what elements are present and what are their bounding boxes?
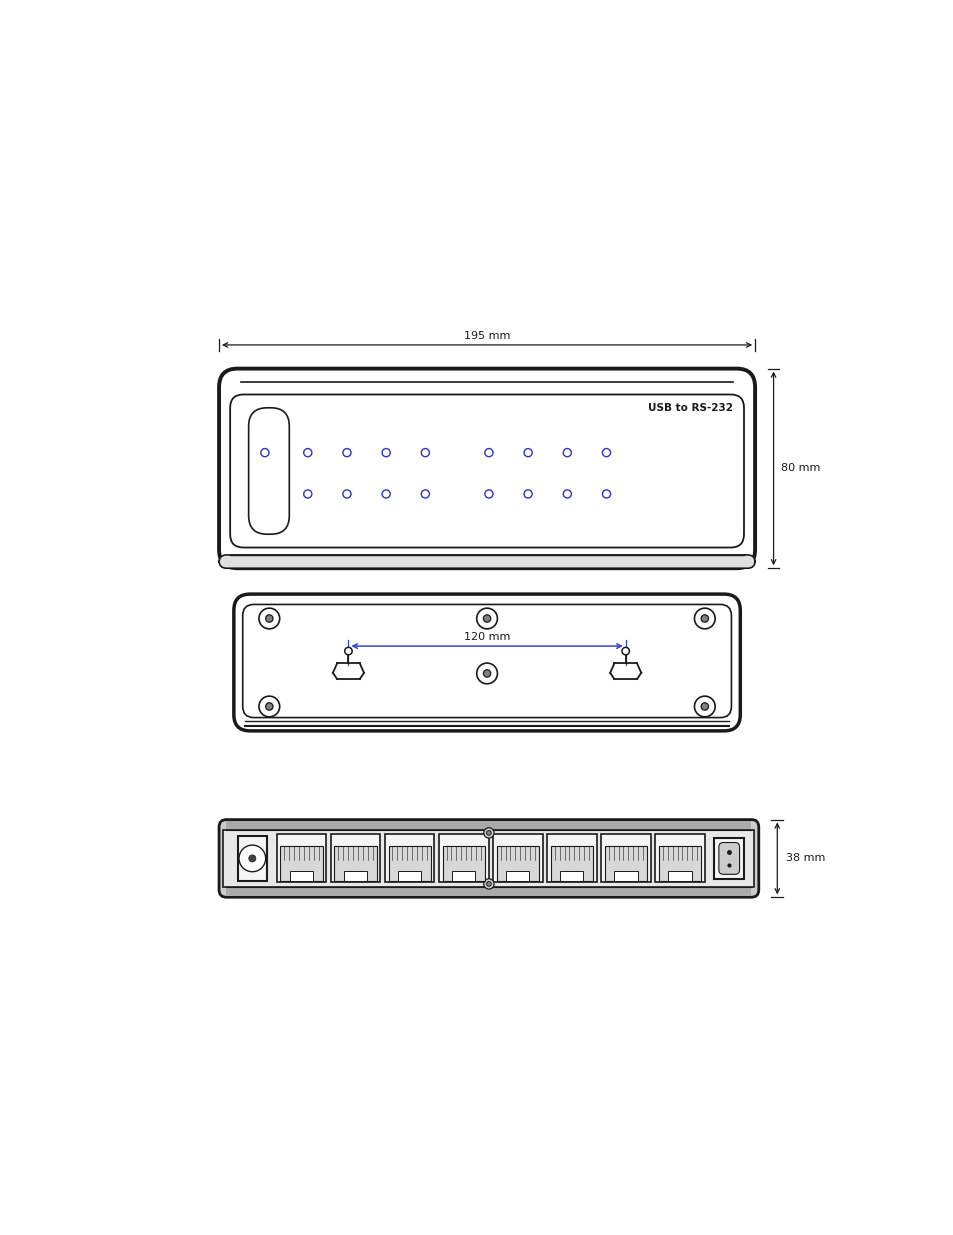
Circle shape <box>265 615 273 622</box>
Circle shape <box>562 490 571 498</box>
FancyBboxPatch shape <box>219 368 755 568</box>
Circle shape <box>486 882 491 887</box>
Circle shape <box>260 448 269 457</box>
Bar <box>442 846 484 881</box>
Circle shape <box>421 448 429 457</box>
FancyBboxPatch shape <box>219 820 758 898</box>
Circle shape <box>486 831 491 835</box>
Circle shape <box>694 608 715 629</box>
Circle shape <box>601 448 610 457</box>
Circle shape <box>621 647 629 655</box>
Circle shape <box>700 615 708 622</box>
Circle shape <box>484 448 493 457</box>
Circle shape <box>700 703 708 710</box>
Circle shape <box>694 697 715 716</box>
FancyBboxPatch shape <box>219 555 755 568</box>
Circle shape <box>483 669 490 677</box>
Text: 120 mm: 120 mm <box>463 632 510 642</box>
Circle shape <box>249 855 255 862</box>
FancyBboxPatch shape <box>233 594 740 731</box>
Bar <box>331 835 380 883</box>
Text: 80 mm: 80 mm <box>781 463 820 473</box>
Bar <box>714 839 743 879</box>
Bar <box>497 846 538 881</box>
FancyBboxPatch shape <box>230 394 743 547</box>
FancyBboxPatch shape <box>249 408 289 535</box>
Bar <box>335 846 376 881</box>
Circle shape <box>258 697 279 716</box>
Circle shape <box>476 663 497 684</box>
Bar <box>600 835 650 883</box>
Text: USB to RS-232: USB to RS-232 <box>647 404 732 414</box>
Bar <box>344 871 367 881</box>
Bar <box>438 835 488 883</box>
Text: 195 mm: 195 mm <box>463 331 510 341</box>
Bar <box>280 846 322 881</box>
Circle shape <box>483 615 490 622</box>
Circle shape <box>342 448 351 457</box>
Circle shape <box>484 490 493 498</box>
Bar <box>397 871 421 881</box>
Circle shape <box>258 608 279 629</box>
Circle shape <box>265 703 273 710</box>
Circle shape <box>483 879 494 889</box>
Circle shape <box>601 490 610 498</box>
Bar <box>559 871 583 881</box>
Bar <box>452 871 475 881</box>
Bar <box>276 835 326 883</box>
Bar <box>506 871 529 881</box>
Bar <box>388 846 431 881</box>
Circle shape <box>382 490 390 498</box>
Circle shape <box>382 448 390 457</box>
Text: 38 mm: 38 mm <box>785 853 824 863</box>
Circle shape <box>523 448 532 457</box>
Bar <box>604 846 646 881</box>
FancyBboxPatch shape <box>242 604 731 718</box>
Bar <box>550 846 593 881</box>
Circle shape <box>303 490 312 498</box>
Bar <box>659 846 700 881</box>
Circle shape <box>476 608 497 629</box>
Bar <box>226 887 751 895</box>
Circle shape <box>344 647 352 655</box>
Bar <box>226 821 751 830</box>
Bar <box>493 835 542 883</box>
Circle shape <box>523 490 532 498</box>
Bar <box>546 835 596 883</box>
Circle shape <box>421 490 429 498</box>
Circle shape <box>239 845 265 872</box>
Bar <box>384 835 434 883</box>
Circle shape <box>342 490 351 498</box>
Circle shape <box>562 448 571 457</box>
Bar <box>223 830 754 887</box>
Bar <box>290 871 313 881</box>
Bar <box>668 871 691 881</box>
Circle shape <box>483 827 494 839</box>
Bar <box>237 836 267 881</box>
Bar <box>655 835 704 883</box>
FancyBboxPatch shape <box>719 842 739 874</box>
Bar <box>614 871 637 881</box>
Circle shape <box>303 448 312 457</box>
